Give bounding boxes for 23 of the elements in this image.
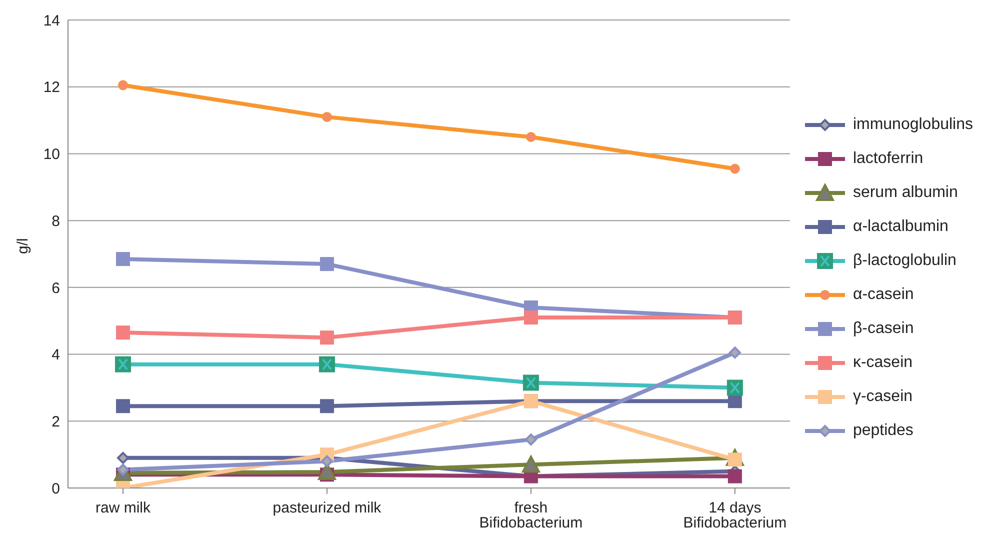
y-tick-label: 12 [43, 79, 60, 96]
y-axis-title: g/l [14, 238, 32, 254]
x-tick-label: pasteurized milk [272, 500, 382, 517]
legend-label: γ-casein [852, 388, 913, 406]
y-tick-label: 8 [52, 212, 60, 230]
legend-label: β-lactoglobulin [852, 252, 956, 270]
y-tick-label: 6 [52, 280, 60, 297]
legend-label: serum albumin [852, 184, 958, 202]
y-tick-label: 0 [52, 480, 60, 498]
x-tick-label: fresh Bifidobacterium [479, 500, 583, 532]
y-tick-label: 10 [43, 146, 60, 164]
legend-label: α-casein [852, 286, 914, 304]
legend-label: lactoferrin [852, 150, 924, 168]
y-tick-label: 4 [52, 346, 60, 364]
x-tick-label: 14 days Bifidobacterium [683, 500, 787, 532]
legend-label: κ-casein [852, 354, 913, 372]
y-tick-label: 2 [52, 413, 60, 430]
legend-label: peptides [852, 422, 914, 440]
legend-label: β-casein [852, 320, 914, 338]
legend-label: α-lactalbumin [852, 218, 948, 236]
y-tick-label: 14 [43, 12, 60, 30]
x-tick-label: raw milk [96, 500, 151, 517]
legend-label: immunoglobulins [852, 116, 973, 134]
